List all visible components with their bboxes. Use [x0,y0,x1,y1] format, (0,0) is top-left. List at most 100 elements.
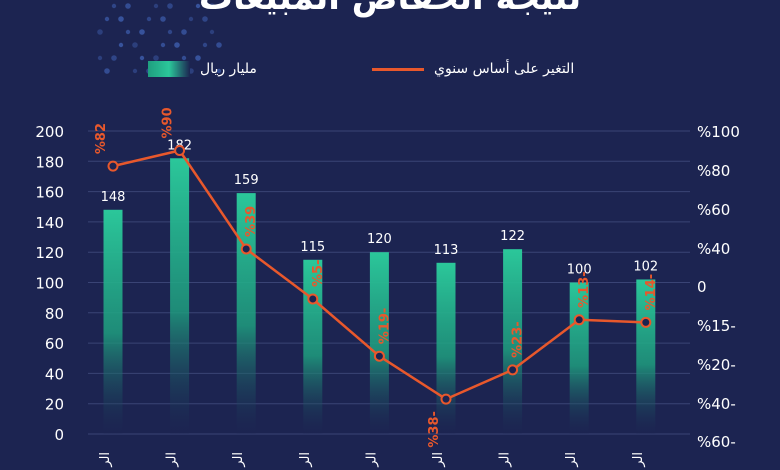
y-left-tick-label: 80 [45,305,64,323]
decorative-dot [111,55,117,61]
bar-value-label: 100 [567,263,592,278]
pct-label: %90 [161,107,176,138]
line-point [107,160,119,172]
decorative-dot [202,16,208,22]
legend-line-swatch [372,67,424,71]
decorative-dot [146,16,152,22]
bar-value-label: 115 [300,240,325,255]
category-label: الر [564,452,579,468]
y-left-tick-label: 40 [45,365,64,383]
legend-bar-swatch [148,61,190,77]
y-left-tick-label: 20 [45,396,64,414]
decorative-dot [132,68,138,74]
bar [369,252,389,434]
decorative-dots [97,3,222,74]
category-label: الر [364,452,379,468]
y-left-tick-label: 200 [35,123,64,141]
category-label: الر [98,452,113,468]
decorative-dot [139,55,145,61]
bar-value-label: 159 [234,173,259,188]
decorative-dot [153,55,159,61]
category-label: الر [631,452,646,468]
decorative-dot [195,3,201,9]
y-left-tick-label: 180 [35,153,64,171]
decorative-dot [118,42,124,48]
y-left-tick-label: 0 [54,426,64,444]
pct-label: %13- [577,271,592,308]
line-point [307,293,319,305]
decorative-dot [195,55,201,61]
category-label: الر [498,452,513,468]
y-left-tick-label: 60 [45,335,64,353]
category-label: الر [298,452,313,468]
line-point [507,364,519,376]
y-right-tick-label: %40- [697,395,736,413]
decorative-dot [202,42,208,48]
y-left-tick-label: 160 [35,184,64,202]
decorative-dot [216,42,222,48]
y-right-tick-label: %15- [697,317,736,335]
decorative-dot [209,3,215,9]
line-point [573,314,585,326]
decorative-dot [181,55,187,61]
line-point [640,316,652,328]
bar-value-label: 113 [434,243,459,258]
legend-bars: مليار ريال [148,58,257,80]
y-right-tick-label: %60 [697,201,730,219]
bar [636,279,656,434]
decorative-dot [167,29,173,35]
decorative-dot [118,16,124,22]
pct-label: %14- [644,274,659,311]
legend-line: التغير على أساس سنوي [372,58,574,80]
line-point [373,350,385,362]
line-point [440,393,452,405]
decorative-dot [209,29,215,35]
bar-value-label: 122 [500,229,525,244]
bar-value-label: 120 [367,232,392,247]
decorative-dot [188,16,194,22]
pct-label: %5- [311,260,326,287]
category-label: الر [165,452,180,468]
decorative-dot [139,29,145,35]
pct-label: %38- [427,411,442,448]
category-label: الر [231,452,246,468]
decorative-dot [216,68,222,74]
y-right-tick-label: %60- [697,433,736,451]
y-left-tick-label: 120 [35,244,64,262]
line-point [240,243,252,255]
bar [170,158,190,434]
decorative-dot [125,29,131,35]
legend-line-label: التغير على أساس سنوي [434,61,575,77]
pct-label: %39 [244,206,259,237]
decorative-dot [104,68,110,74]
y-right-tick-label: %20- [697,356,736,374]
decorative-dot [153,3,159,9]
bar-value-label: 148 [101,190,126,205]
decorative-dot [167,3,173,9]
decorative-dot [125,3,131,9]
bar-value-label: 102 [633,259,658,274]
decorative-dot [104,16,110,22]
y-right-tick-label: %80 [697,162,730,180]
decorative-dot [111,3,117,9]
decorative-dot [160,42,166,48]
decorative-dot [97,29,103,35]
y-right-tick-label: %100 [697,123,740,141]
legend-bars-label: مليار ريال [200,61,257,77]
pct-label: %82 [94,123,109,154]
chart-title: نتيجة انخفاض المبيعات [150,0,630,18]
bar [103,209,123,434]
decorative-dot [174,42,180,48]
category-label: الر [431,452,446,468]
y-left-tick-label: 100 [35,275,64,293]
decorative-dot [97,55,103,61]
line-point [174,145,186,156]
bar [503,249,523,434]
bar [436,262,456,434]
pct-label: %23- [511,321,526,358]
pct-label: %19- [377,308,392,345]
y-right-tick-label: %40 [697,240,730,258]
y-left-tick-label: 140 [35,214,64,232]
decorative-dot [181,29,187,35]
